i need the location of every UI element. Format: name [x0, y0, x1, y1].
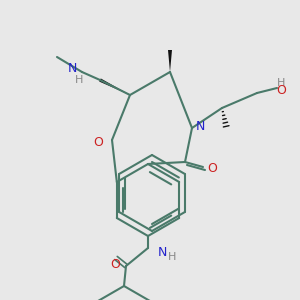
Text: O: O — [110, 257, 120, 271]
Text: H: H — [277, 78, 285, 88]
Text: O: O — [276, 85, 286, 98]
Text: N: N — [196, 119, 206, 133]
Text: N: N — [67, 62, 77, 76]
Text: H: H — [75, 75, 83, 85]
Text: O: O — [207, 163, 217, 176]
Text: H: H — [168, 252, 176, 262]
Polygon shape — [168, 50, 172, 72]
Text: N: N — [157, 245, 167, 259]
Polygon shape — [99, 78, 130, 95]
Text: O: O — [93, 136, 103, 148]
